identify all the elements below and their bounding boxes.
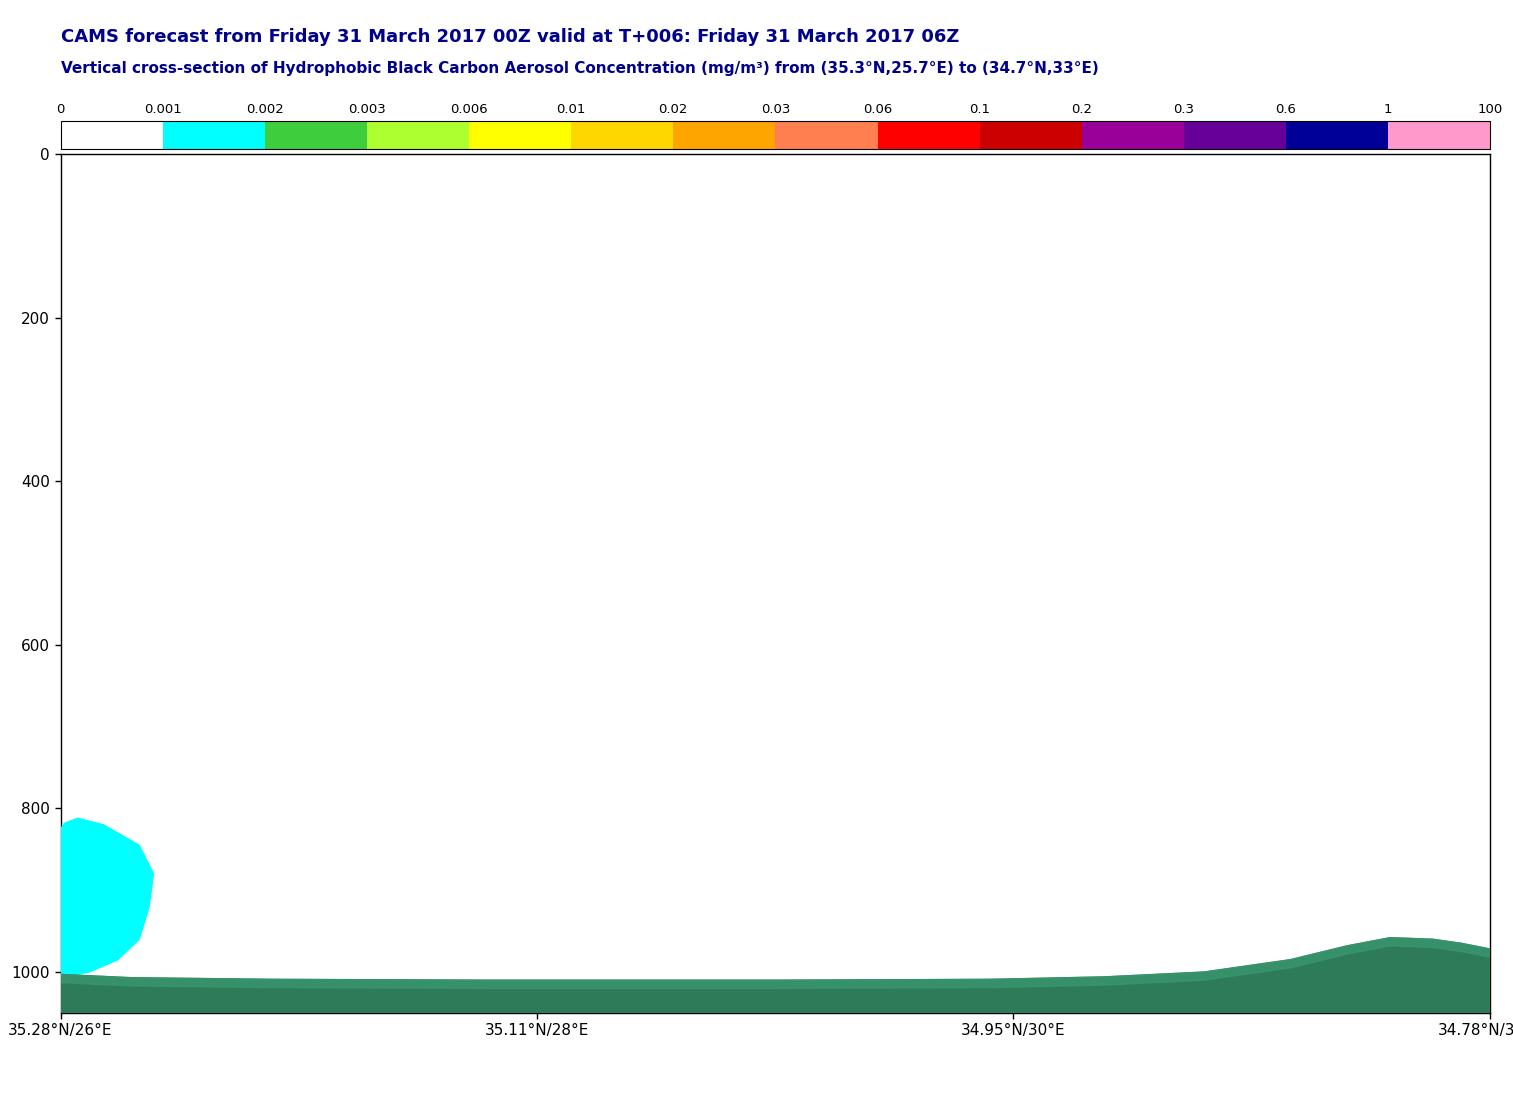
Text: 0.002: 0.002 [247,102,283,116]
Text: 0.1: 0.1 [970,102,990,116]
Text: 1: 1 [1384,102,1392,116]
Polygon shape [61,818,153,977]
Polygon shape [61,938,1490,1021]
Text: 0.01: 0.01 [557,102,586,116]
Text: Vertical cross-section of Hydrophobic Black Carbon Aerosol Concentration (mg/m³): Vertical cross-section of Hydrophobic Bl… [61,61,1098,76]
Text: 0.006: 0.006 [451,102,487,116]
Text: 0.6: 0.6 [1275,102,1297,116]
Text: 0.001: 0.001 [144,102,182,116]
Text: 0.2: 0.2 [1071,102,1092,116]
Text: 0.3: 0.3 [1174,102,1194,116]
Text: CAMS forecast from Friday 31 March 2017 00Z valid at T+006: Friday 31 March 2017: CAMS forecast from Friday 31 March 2017 … [61,28,959,45]
Text: 0: 0 [56,102,65,116]
Text: 0.02: 0.02 [658,102,688,116]
Text: 0.003: 0.003 [348,102,386,116]
Text: 100: 100 [1478,102,1502,116]
Text: 0.03: 0.03 [761,102,790,116]
Text: 0.06: 0.06 [862,102,893,116]
Polygon shape [61,938,1490,989]
